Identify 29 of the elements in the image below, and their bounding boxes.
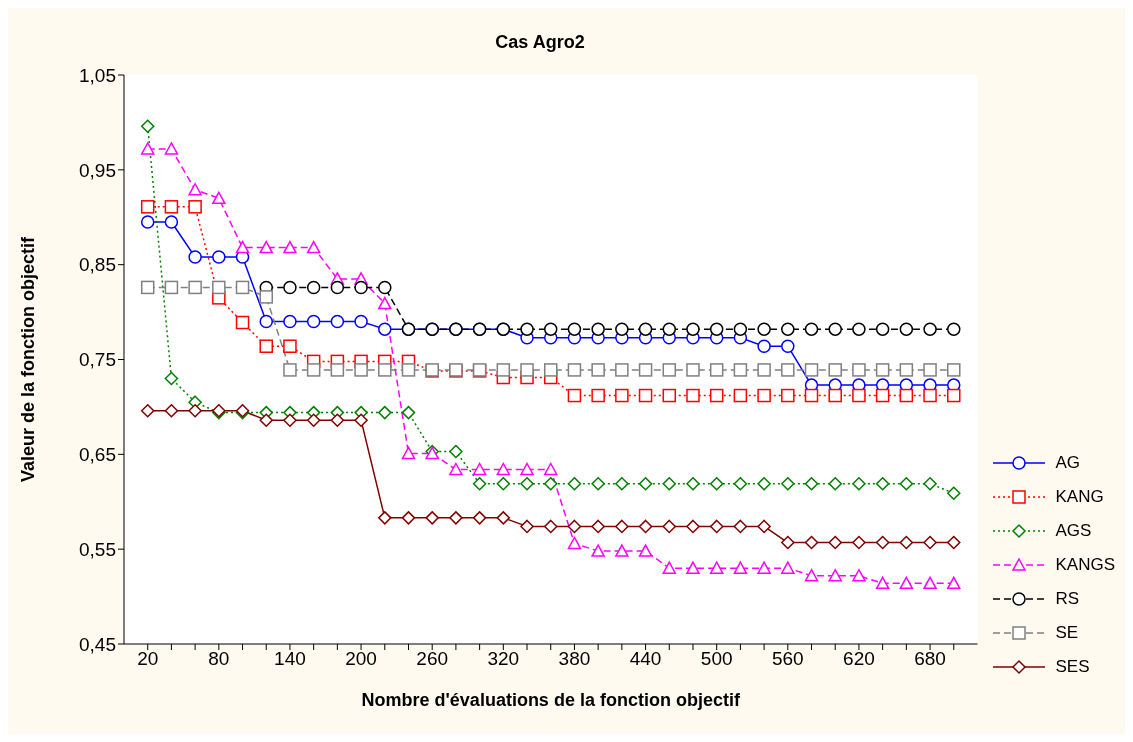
x-tick-label: 260 — [416, 648, 449, 670]
y-tick-label: 0,75 — [79, 349, 116, 371]
legend-label: SES — [1055, 657, 1090, 677]
y-tick-label: 0,55 — [79, 538, 116, 560]
legend-label: SE — [1055, 623, 1079, 643]
x-tick-label: 140 — [274, 648, 306, 670]
x-tick-label: 440 — [629, 648, 662, 670]
y-tick-label: 0,95 — [79, 159, 116, 181]
legend-label: AGS — [1055, 521, 1092, 541]
x-tick-label: 80 — [208, 648, 230, 670]
legend-label: RS — [1055, 589, 1080, 609]
y-axis-title: Valeur de la fonction objectif — [18, 235, 39, 483]
chart-title: Cas Agro2 — [495, 32, 585, 52]
y-tick-label: 0,45 — [79, 633, 116, 655]
x-tick-label: 20 — [137, 648, 159, 670]
legend-label: AG — [1055, 453, 1081, 473]
x-tick-label: 320 — [487, 648, 520, 670]
x-tick-label: 620 — [843, 648, 875, 670]
y-tick-label: 0,65 — [79, 444, 116, 466]
x-tick-label: 380 — [558, 648, 591, 670]
y-tick-label: 1,05 — [79, 64, 116, 86]
x-axis-title: Nombre d'évaluations de la fonction objectif — [361, 690, 741, 710]
x-tick-label: 680 — [914, 648, 946, 670]
y-tick-label: 0,85 — [79, 254, 116, 276]
legend-label: KANG — [1055, 487, 1104, 507]
x-tick-label: 500 — [700, 648, 733, 670]
x-tick-label: 200 — [345, 648, 377, 670]
x-tick-label: 560 — [771, 648, 804, 670]
legend-label: KANGS — [1055, 555, 1115, 575]
